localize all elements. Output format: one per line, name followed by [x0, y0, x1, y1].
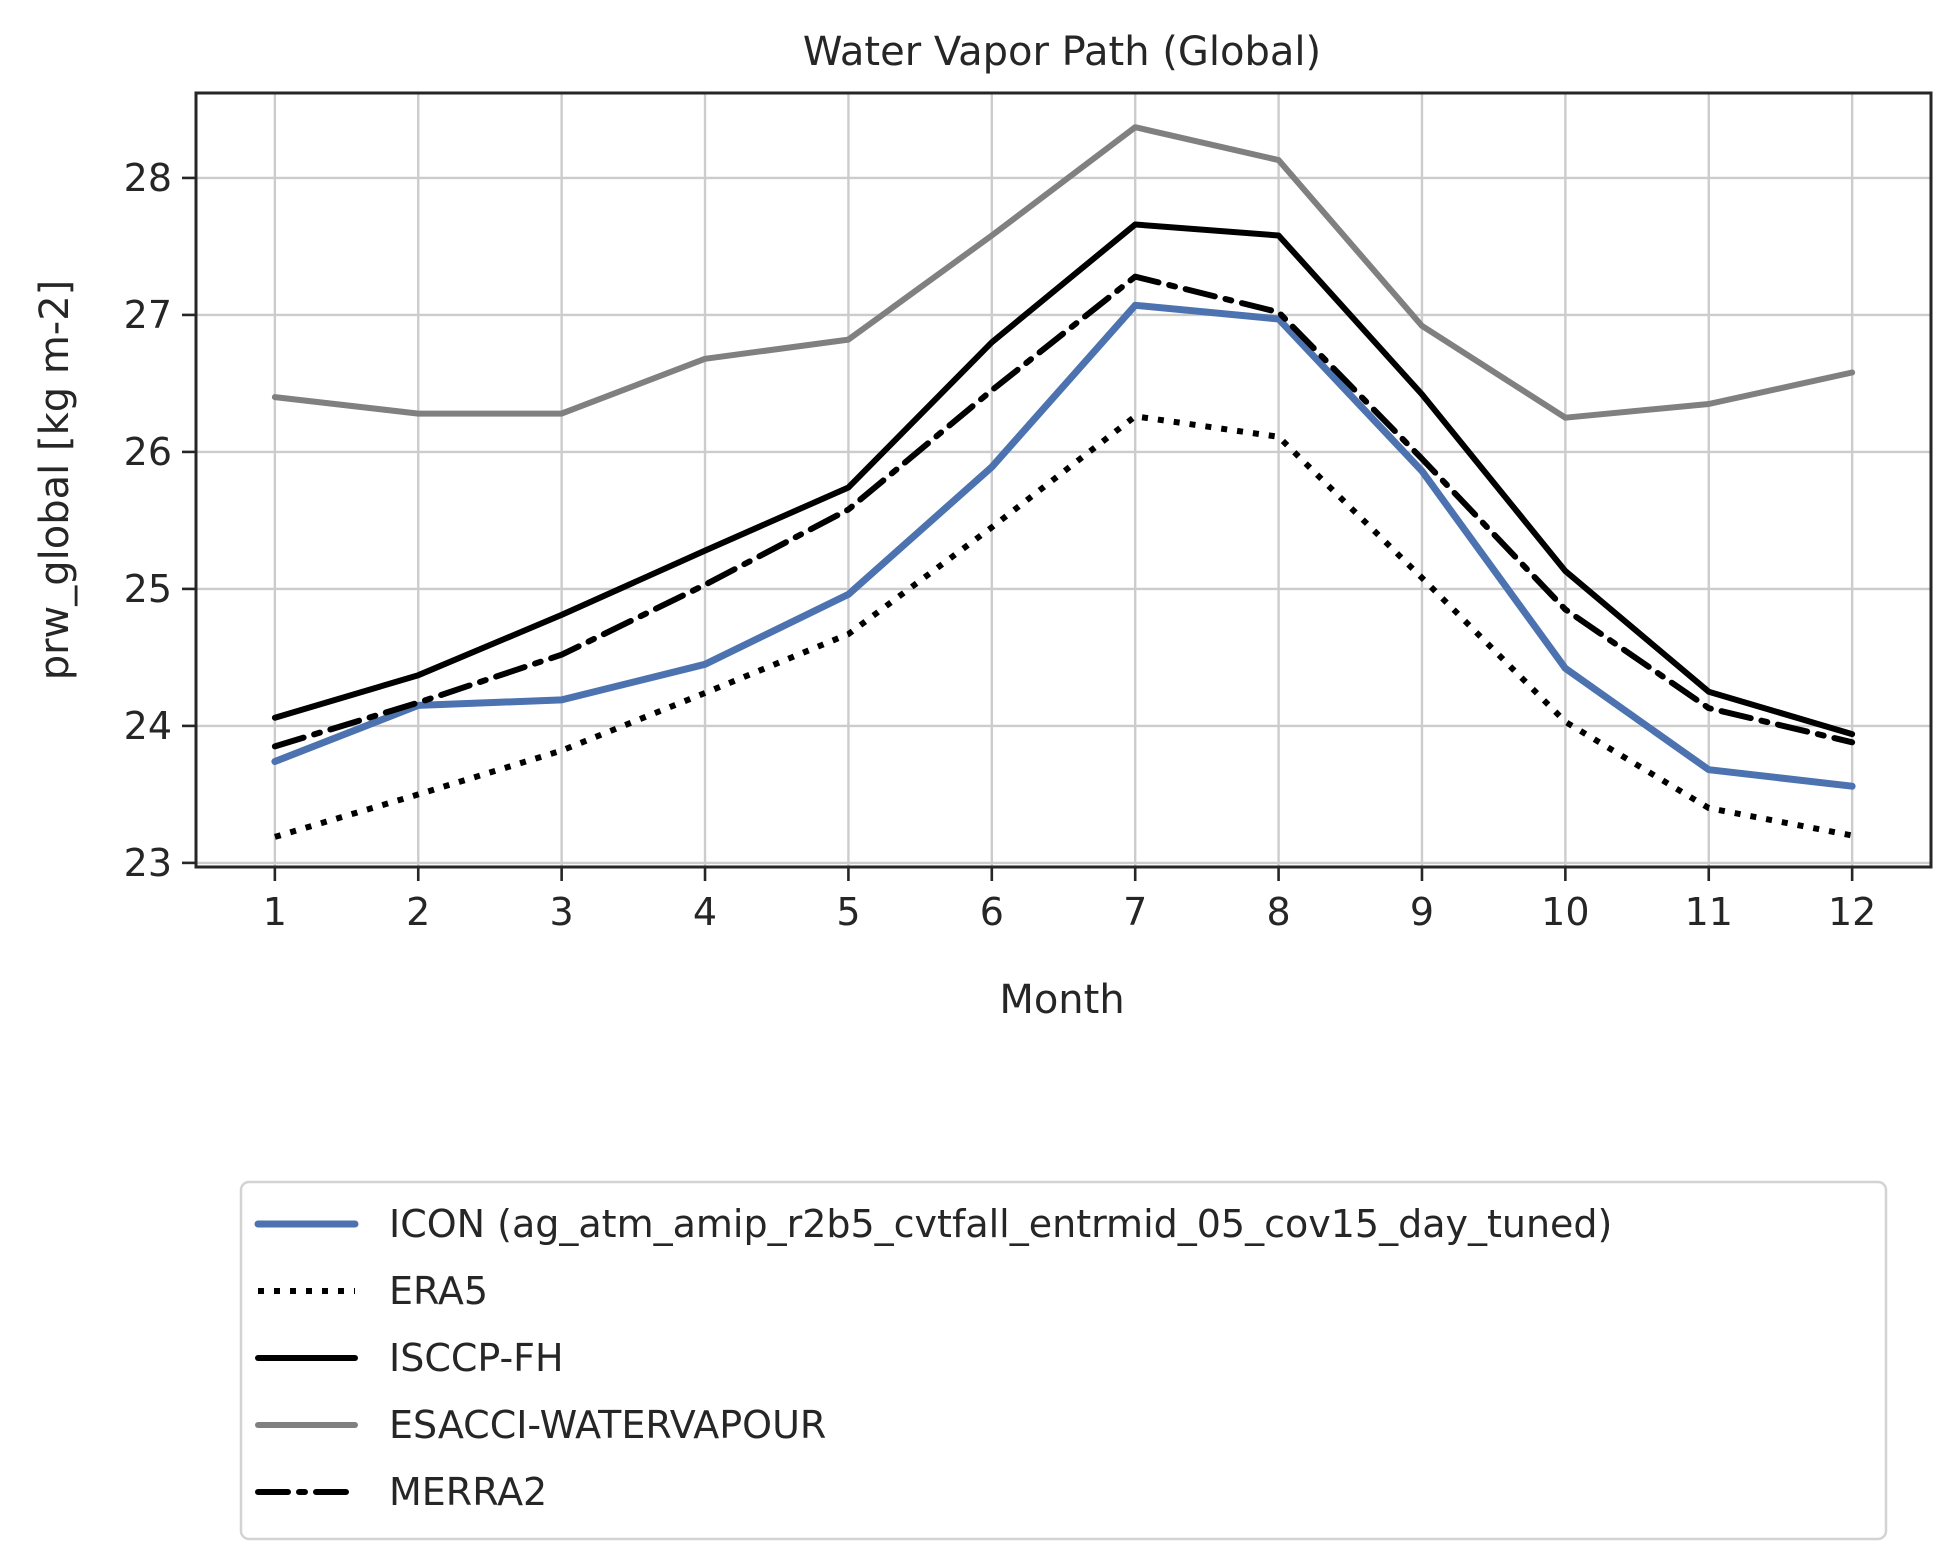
grid [196, 93, 1931, 867]
y-tick-label: 23 [124, 841, 172, 885]
x-tick-label: 5 [836, 890, 860, 934]
series-line [271, 301, 1856, 790]
x-tick-label: 10 [1541, 890, 1589, 934]
x-tick-label: 4 [693, 890, 717, 934]
legend-box [239, 1180, 1888, 1541]
x-tick-label: 11 [1685, 890, 1733, 934]
x-tick-label: 6 [980, 890, 1004, 934]
legend: ICON (ag_atm_amip_r2b5_cvtfall_entrmid_0… [239, 1180, 1888, 1541]
x-tick-label: 8 [1266, 890, 1290, 934]
y-tick-label: 24 [124, 704, 172, 748]
series-line [271, 273, 1856, 750]
x-tick-label: 7 [1123, 890, 1147, 934]
plot-frame [194, 91, 1933, 869]
y-tick-label: 28 [124, 156, 172, 200]
y-tick-label: 25 [124, 567, 172, 611]
series-line [271, 124, 1856, 421]
series-lines [271, 124, 1856, 840]
legend-label: ERA5 [389, 1269, 488, 1313]
x-tick-label: 3 [550, 890, 574, 934]
x-axis-title: Month [999, 977, 1124, 1023]
x-tick-label: 1 [263, 890, 287, 934]
chart-title: Water Vapor Path (Global) [803, 29, 1321, 75]
x-tick-label: 9 [1410, 890, 1434, 934]
y-axis-ticks: 23 24 25 26 27 28 [124, 156, 196, 885]
y-tick-label: 26 [124, 430, 172, 474]
series-line [274, 413, 1853, 840]
y-tick-label: 27 [124, 293, 172, 337]
x-axis-ticks: 1 2 3 4 5 6 7 8 9 10 11 12 [263, 867, 1876, 934]
legend-label: ESACCI-WATERVAPOUR [389, 1403, 826, 1447]
y-axis-title: prw_global [kg m-2] [32, 280, 78, 681]
series-line [271, 221, 1856, 738]
legend-label: MERRA2 [389, 1470, 547, 1514]
x-tick-label: 2 [406, 890, 430, 934]
legend-label: ISCCP-FH [389, 1336, 564, 1380]
x-tick-label: 12 [1828, 890, 1876, 934]
legend-label: ICON (ag_atm_amip_r2b5_cvtfall_entrmid_0… [389, 1202, 1612, 1246]
